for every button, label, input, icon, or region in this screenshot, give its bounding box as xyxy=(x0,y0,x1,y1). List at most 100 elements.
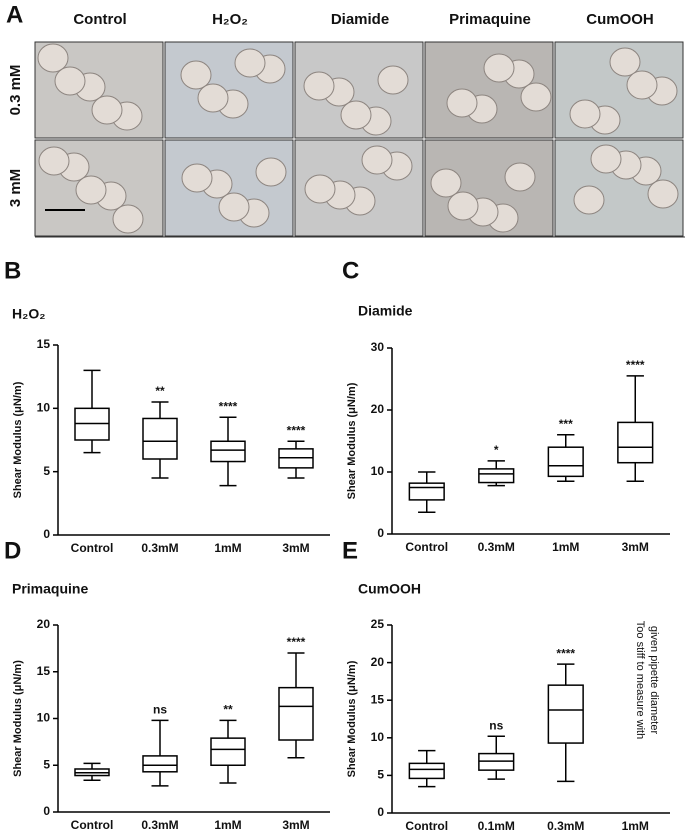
x-tick-label: 0.3mM xyxy=(478,540,515,554)
column-header: Control xyxy=(73,11,126,28)
significance: **** xyxy=(556,646,575,660)
y-tick-label: 30 xyxy=(371,340,385,354)
x-tick-label: 3mM xyxy=(282,818,309,830)
cell xyxy=(303,71,335,101)
cell xyxy=(377,65,409,95)
x-tick-label: 0.3mM xyxy=(141,541,178,555)
box xyxy=(547,446,584,478)
y-tick-label: 5 xyxy=(43,464,50,478)
significance: * xyxy=(494,443,499,457)
chart-title: Primaquine xyxy=(12,581,88,597)
column-header: H₂O₂ xyxy=(212,11,248,28)
box xyxy=(142,417,178,460)
box xyxy=(408,482,445,501)
cell xyxy=(218,192,250,222)
box xyxy=(617,421,654,464)
box xyxy=(408,762,445,780)
y-tick-label: 5 xyxy=(43,757,50,771)
cell xyxy=(626,70,658,100)
cell xyxy=(91,95,123,125)
significance: ns xyxy=(489,718,503,732)
chart-title: Diamide xyxy=(358,303,413,319)
column-header: CumOOH xyxy=(586,11,654,28)
y-tick-label: 15 xyxy=(371,692,385,706)
y-axis-label: Shear Modulus (μN/m) xyxy=(12,660,24,777)
panel-label: C xyxy=(342,257,359,284)
chart-title: H₂O₂ xyxy=(12,306,45,322)
y-tick-label: 0 xyxy=(43,804,50,818)
y-tick-label: 10 xyxy=(37,711,51,725)
x-tick-label: 1mM xyxy=(552,540,579,554)
cell xyxy=(37,43,69,73)
y-tick-label: 0 xyxy=(43,527,50,541)
y-tick-label: 25 xyxy=(371,617,385,631)
y-tick-label: 0 xyxy=(377,526,384,540)
x-tick-label: 1mM xyxy=(214,818,241,830)
cell xyxy=(75,175,107,205)
cell xyxy=(647,179,679,209)
cell xyxy=(38,146,70,176)
column-header: Diamide xyxy=(331,11,389,28)
y-axis-label: Shear Modulus (μN/m) xyxy=(12,381,24,498)
cell xyxy=(361,145,393,175)
cell xyxy=(504,162,536,192)
significance: ns xyxy=(153,703,167,717)
y-tick-label: 10 xyxy=(371,464,385,478)
significance: **** xyxy=(287,635,306,649)
significance: **** xyxy=(626,358,645,372)
cell xyxy=(234,48,266,78)
cell xyxy=(430,168,462,198)
x-tick-label: Control xyxy=(405,540,448,554)
panel-label: E xyxy=(342,537,358,564)
note: Too stiff to measure with xyxy=(634,621,646,739)
significance: *** xyxy=(559,417,573,431)
cell xyxy=(447,191,479,221)
x-tick-label: 0.3mM xyxy=(547,819,584,830)
x-tick-label: Control xyxy=(71,818,114,830)
box xyxy=(278,686,314,741)
x-tick-label: Control xyxy=(405,819,448,830)
box xyxy=(210,737,246,767)
box xyxy=(142,755,178,773)
x-tick-label: 1mM xyxy=(214,541,241,555)
significance: **** xyxy=(287,423,306,437)
cell xyxy=(569,99,601,129)
cell xyxy=(340,100,372,130)
cell xyxy=(483,53,515,83)
box xyxy=(210,440,246,463)
y-tick-label: 15 xyxy=(37,337,51,351)
x-tick-label: 1mM xyxy=(622,819,649,830)
chart-title: CumOOH xyxy=(358,581,421,597)
cell xyxy=(255,157,287,187)
box xyxy=(478,468,515,484)
y-tick-label: 10 xyxy=(37,401,51,415)
row-label: 0.3 mM xyxy=(7,65,24,116)
y-tick-label: 0 xyxy=(377,805,384,819)
column-header: Primaquine xyxy=(449,11,531,28)
y-tick-label: 20 xyxy=(371,402,385,416)
x-tick-label: 0.1mM xyxy=(478,819,515,830)
cell xyxy=(197,83,229,113)
cell xyxy=(520,82,552,112)
cell xyxy=(54,66,86,96)
x-tick-label: 0.3mM xyxy=(141,818,178,830)
significance: ** xyxy=(155,384,165,398)
x-tick-label: 3mM xyxy=(622,540,649,554)
box xyxy=(478,752,515,771)
note: given pipette diameter xyxy=(648,626,660,735)
y-tick-label: 5 xyxy=(377,768,384,782)
cell xyxy=(446,88,478,118)
panel-label: B xyxy=(4,257,21,284)
cell xyxy=(181,163,213,193)
y-axis-label: Shear Modulus (μN/m) xyxy=(346,660,358,777)
cell xyxy=(609,47,641,77)
cell xyxy=(112,204,144,234)
y-axis-label: Shear Modulus (μN/m) xyxy=(346,382,358,499)
cell xyxy=(590,144,622,174)
row-label: 3 mM xyxy=(7,169,24,207)
significance: **** xyxy=(219,399,238,413)
cell xyxy=(304,174,336,204)
y-tick-label: 20 xyxy=(37,617,51,631)
panel-label: D xyxy=(4,537,21,564)
